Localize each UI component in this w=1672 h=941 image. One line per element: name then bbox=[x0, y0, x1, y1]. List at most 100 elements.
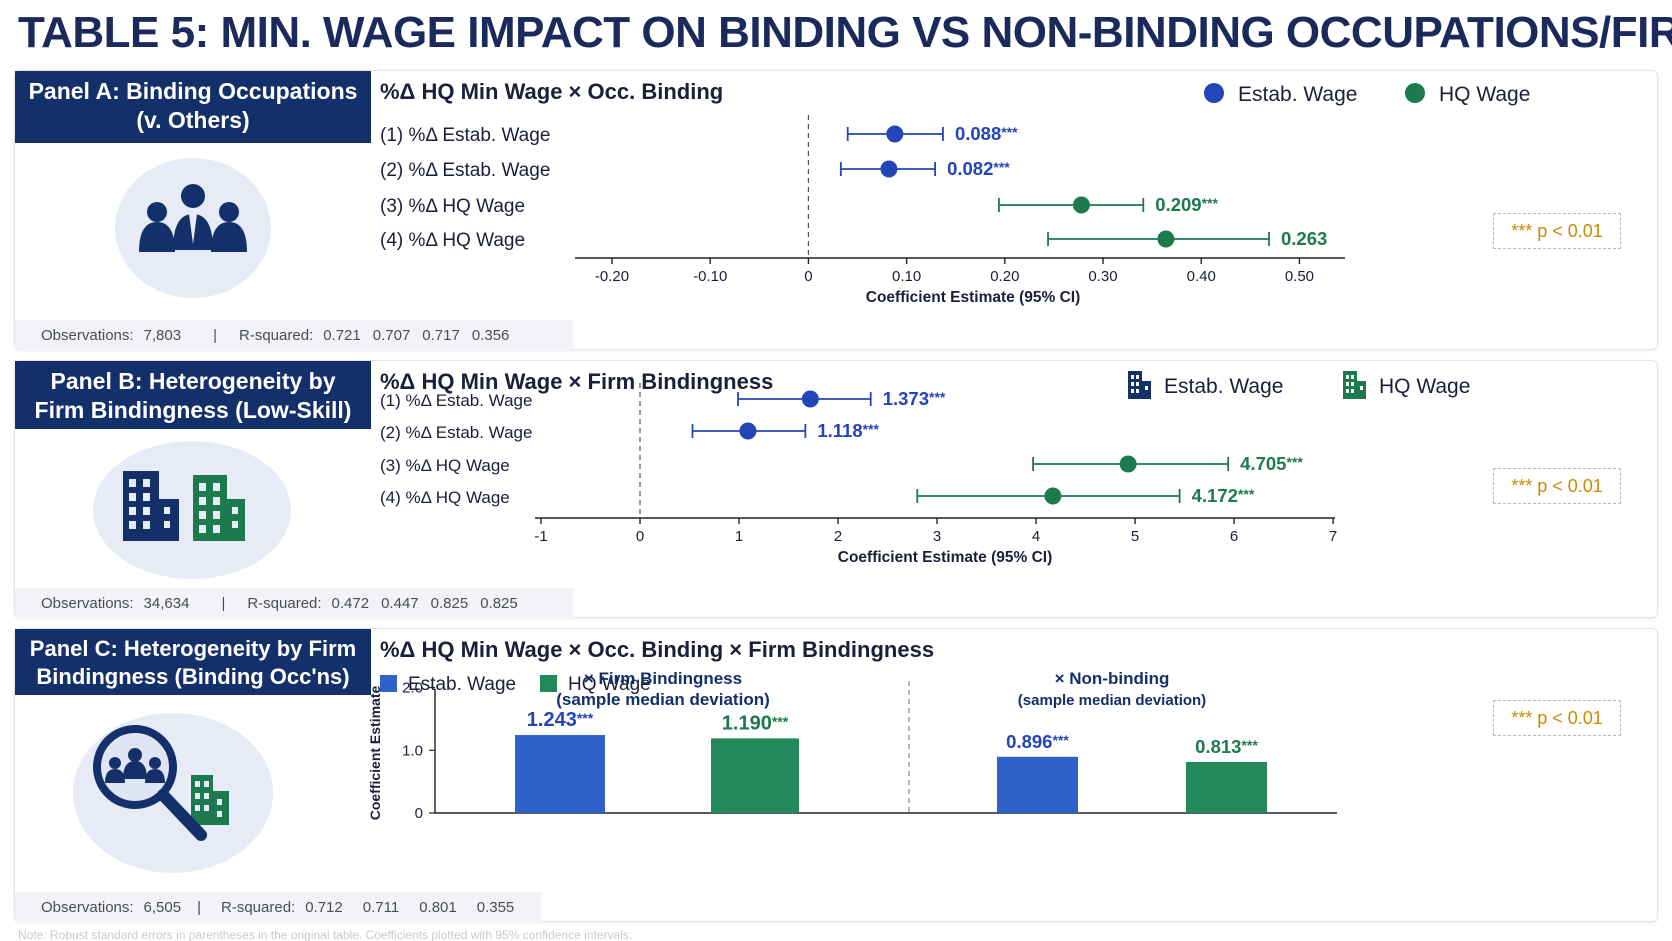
legend-label: HQ Wage bbox=[568, 674, 651, 695]
x-tick-label: 0.40 bbox=[1187, 268, 1216, 285]
coefficient-value: 4.705 bbox=[1240, 453, 1286, 474]
x-tick-label: 4 bbox=[1032, 528, 1040, 545]
y-tick-label: 0 bbox=[415, 805, 423, 822]
x-tick-label: 0.10 bbox=[892, 268, 921, 285]
legend-label: Estab. Wage bbox=[408, 674, 516, 695]
bar-value-label: 0.813*** bbox=[1195, 736, 1258, 757]
magnifier-people-building-icon bbox=[73, 713, 273, 873]
x-tick-label: 0.50 bbox=[1285, 268, 1314, 285]
legend-marker bbox=[1405, 83, 1425, 103]
x-tick-label: 0 bbox=[636, 528, 644, 545]
significance-note: *** p < 0.01 bbox=[1493, 213, 1621, 249]
legend-marker bbox=[1204, 83, 1224, 103]
row-label: (3) %Δ HQ Wage bbox=[380, 456, 510, 475]
buildings-icon bbox=[93, 441, 291, 579]
coefficient-value: 4.172 bbox=[1192, 485, 1238, 506]
r-squared-value: 0.711 bbox=[362, 898, 400, 916]
panel-b-stats: Observations: 34,634 | R-squared: 0.472 … bbox=[15, 588, 573, 618]
significance-stars: *** bbox=[1001, 124, 1018, 140]
coefficient-value: 1.118 bbox=[817, 420, 862, 441]
x-tick-label: 0 bbox=[804, 268, 812, 285]
observations-value: 34,634 bbox=[143, 594, 190, 612]
row-label: (4) %Δ HQ Wage bbox=[380, 488, 510, 507]
x-tick-label: -0.10 bbox=[693, 268, 727, 285]
r-squared-value: 0.825 bbox=[430, 594, 469, 612]
y-tick-label: 1.0 bbox=[402, 742, 423, 759]
r-squared-value: 0.825 bbox=[480, 594, 518, 612]
y-tick-label: 2.0 bbox=[402, 680, 423, 697]
panel-a: Panel A: Binding Occupations (v. Others)… bbox=[14, 70, 1658, 350]
coefficient-value: 0.082 bbox=[947, 158, 993, 179]
x-tick-label: 2 bbox=[834, 528, 842, 545]
x-axis-label: Coefficient Estimate (95% CI) bbox=[838, 549, 1052, 566]
panel-c-chart: %Δ HQ Min Wage × Occ. Binding × Firm Bin… bbox=[367, 637, 1337, 822]
bar bbox=[711, 738, 799, 813]
bar-value-label: 0.896*** bbox=[1006, 731, 1069, 752]
coefficient-label: 0.082*** bbox=[947, 158, 1010, 179]
row-label: (3) %Δ HQ Wage bbox=[380, 196, 525, 217]
legend-building-icon bbox=[1128, 371, 1151, 399]
row-label: (1) %Δ Estab. Wage bbox=[380, 125, 550, 146]
point-estimate bbox=[886, 125, 904, 143]
stats-separator: | bbox=[213, 326, 217, 344]
coefficient-value: 0.263 bbox=[1281, 228, 1327, 249]
coefficient-value: 0.088 bbox=[955, 123, 1001, 144]
panel-b: Panel B: Heterogeneity by Firm Bindingne… bbox=[14, 360, 1658, 618]
row-label: (4) %Δ HQ Wage bbox=[380, 230, 525, 251]
observations-label: Observations: bbox=[41, 326, 134, 344]
observations-label: Observations: bbox=[41, 898, 134, 916]
significance-stars: *** bbox=[1238, 486, 1255, 502]
row-label: (1) %Δ Estab. Wage bbox=[380, 391, 532, 410]
significance-note: *** p < 0.01 bbox=[1493, 468, 1621, 504]
coefficient-value: 0.209 bbox=[1155, 194, 1201, 215]
group-label: × Non-binding bbox=[1055, 669, 1170, 688]
legend-building-icon bbox=[1343, 371, 1366, 399]
r-squared-value: 0.717 bbox=[422, 326, 460, 344]
stats-separator: | bbox=[221, 594, 226, 612]
bar-value-label: 1.243*** bbox=[527, 709, 594, 731]
r-squared-value: 0.356 bbox=[471, 326, 510, 344]
r-squared-value: 0.801 bbox=[419, 898, 457, 916]
r-squared-value: 0.712 bbox=[305, 898, 343, 916]
x-axis-label: Coefficient Estimate (95% CI) bbox=[866, 289, 1080, 306]
legend-swatch bbox=[380, 675, 397, 692]
legend-label: HQ Wage bbox=[1379, 375, 1470, 398]
r-squared-label: R-squared: bbox=[247, 594, 322, 612]
bar-value: 1.190 bbox=[722, 712, 772, 734]
x-tick-label: 6 bbox=[1230, 528, 1238, 545]
panel-b-header: Panel B: Heterogeneity by Firm Bindingne… bbox=[15, 361, 371, 429]
y-axis-label: Coefficient Estimate bbox=[367, 685, 383, 820]
point-estimate bbox=[1157, 230, 1175, 248]
footnote: Note: Robust standard errors in parenthe… bbox=[18, 928, 633, 941]
r-squared-value: 0.472 bbox=[331, 594, 370, 612]
x-tick-label: -1 bbox=[534, 528, 547, 545]
coefficient-label: 0.088*** bbox=[955, 123, 1018, 144]
coefficient-label: 4.705*** bbox=[1240, 453, 1303, 474]
significance-stars: *** bbox=[1286, 454, 1303, 470]
group-label: × Firm Bindingness bbox=[584, 669, 742, 688]
bar bbox=[997, 756, 1078, 813]
bar-value: 1.243 bbox=[527, 709, 577, 731]
r-squared-value: 0.355 bbox=[476, 898, 515, 916]
observations-label: Observations: bbox=[41, 594, 134, 612]
r-squared-value: 0.707 bbox=[372, 326, 411, 344]
panel-a-stats: Observations: 7,803 | R-squared: 0.721 0… bbox=[15, 320, 573, 350]
significance-stars: *** bbox=[1052, 732, 1069, 748]
point-estimate bbox=[1119, 455, 1137, 473]
legend-label: Estab. Wage bbox=[1238, 83, 1357, 106]
people-group-icon bbox=[115, 158, 271, 298]
bar-value: 0.813 bbox=[1195, 736, 1241, 757]
x-tick-label: 5 bbox=[1131, 528, 1139, 545]
row-label: (2) %Δ Estab. Wage bbox=[380, 160, 550, 181]
chart-title: %Δ HQ Min Wage × Occ. Binding bbox=[380, 79, 723, 104]
significance-stars: *** bbox=[577, 710, 594, 726]
significance-stars: *** bbox=[929, 389, 946, 405]
group-sublabel: (sample median deviation) bbox=[1018, 692, 1206, 709]
significance-stars: *** bbox=[772, 713, 789, 729]
significance-note: *** p < 0.01 bbox=[1493, 700, 1621, 736]
significance-stars: *** bbox=[1241, 737, 1258, 753]
page-title: TABLE 5: MIN. WAGE IMPACT ON BINDING VS … bbox=[18, 8, 1672, 57]
panel-a-chart: %Δ HQ Min Wage × Occ. Binding Estab. Wage… bbox=[380, 79, 1530, 306]
coefficient-label: 0.263 bbox=[1281, 228, 1327, 249]
significance-stars: *** bbox=[863, 421, 880, 437]
